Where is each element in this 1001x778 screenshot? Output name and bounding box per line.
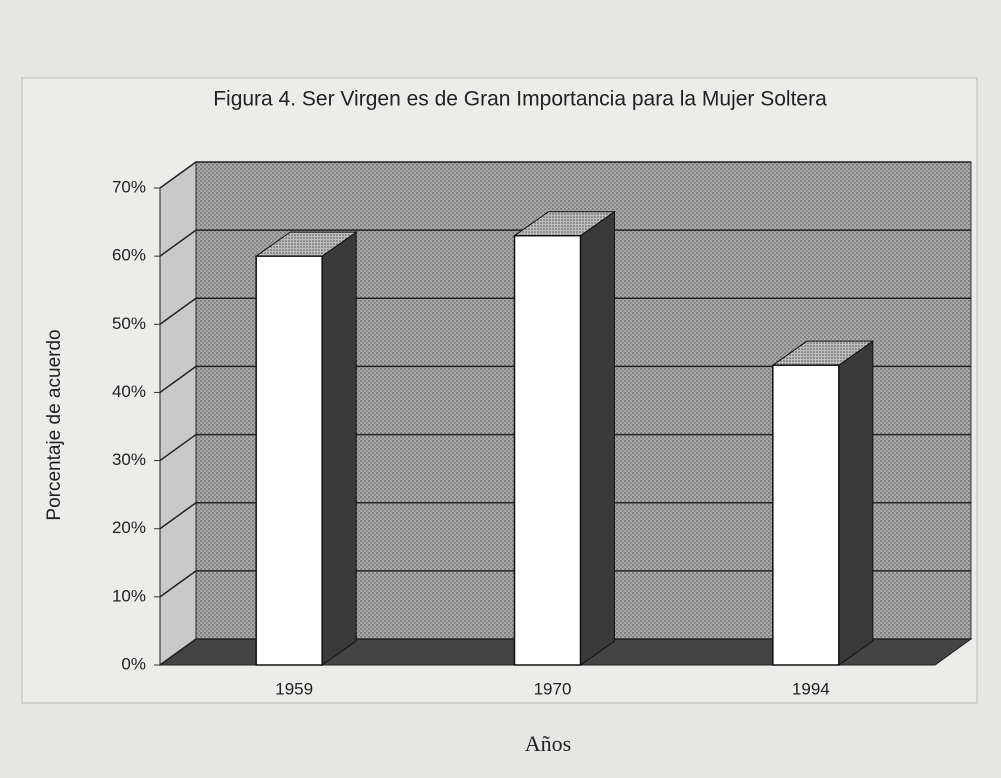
grid-line <box>159 365 971 394</box>
y-tick-label: 20% <box>112 518 146 537</box>
bar-side <box>580 210 615 666</box>
x-axis-title: Años <box>525 731 571 756</box>
bar <box>513 234 582 666</box>
grid-line <box>159 638 971 666</box>
chart-title: Figura 4. Ser Virgen es de Gran Importan… <box>213 88 827 111</box>
bar <box>772 364 840 666</box>
y-tick-label: 40% <box>112 382 146 401</box>
y-axis-title: Porcentaje de acuerdo <box>44 329 65 520</box>
grid-line <box>159 570 971 598</box>
x-tick-label: 1959 <box>275 679 313 698</box>
bar-side <box>321 231 357 666</box>
bar <box>255 255 323 666</box>
grid-line <box>159 161 971 189</box>
y-tick-label: 0% <box>121 654 146 673</box>
x-tick-label: 1970 <box>534 679 572 698</box>
y-tick-label: 10% <box>112 586 146 605</box>
y-tick-label: 30% <box>112 450 146 469</box>
grid-line <box>159 501 971 530</box>
y-tick-label: 60% <box>112 246 146 265</box>
bar-side <box>838 340 874 666</box>
grid-line <box>159 297 971 325</box>
y-tick-label: 70% <box>112 177 146 196</box>
grid-line <box>159 229 971 257</box>
grid-line <box>159 433 971 462</box>
x-tick-label: 1994 <box>792 679 830 698</box>
y-tick-label: 50% <box>112 314 146 333</box>
side-wall <box>159 161 197 666</box>
